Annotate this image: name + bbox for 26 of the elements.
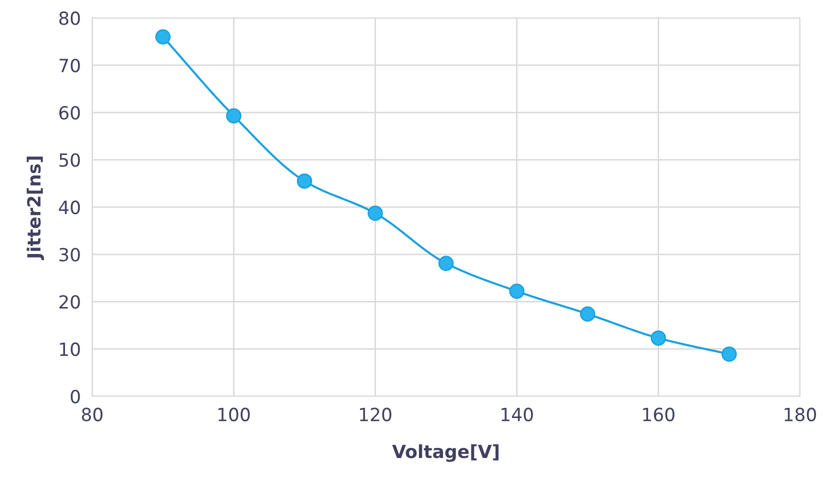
point [368, 206, 383, 221]
y-tick-label: 40 [58, 200, 80, 214]
y-tick-label: 70 [60, 58, 80, 72]
point [509, 284, 524, 299]
y-tick-label: 10 [60, 342, 80, 356]
x-tick-label: 160 [643, 408, 674, 422]
x-axis-title: Voltage[V] [392, 444, 499, 462]
point [650, 330, 666, 346]
y-tick-label: 60 [59, 106, 80, 120]
point [722, 346, 737, 362]
x-tick-label: 100 [218, 408, 250, 422]
y-tick-label: 30 [59, 248, 80, 262]
y-tick-label: 20 [59, 295, 80, 309]
x-tick-label: 80 [82, 408, 102, 422]
point [296, 173, 312, 189]
point [226, 108, 242, 124]
point [155, 29, 171, 44]
point [580, 306, 596, 322]
y-tick-label: 80 [59, 11, 80, 26]
y-tick-label: 0 [70, 390, 80, 404]
x-tick-label: 180 [784, 408, 816, 422]
y-axis-title: Jitter2[ns] [26, 156, 44, 260]
y-tick-label: 50 [59, 153, 80, 167]
x-tick-label: 140 [502, 408, 533, 422]
x-tick-label: 120 [360, 408, 392, 422]
point [438, 256, 454, 272]
